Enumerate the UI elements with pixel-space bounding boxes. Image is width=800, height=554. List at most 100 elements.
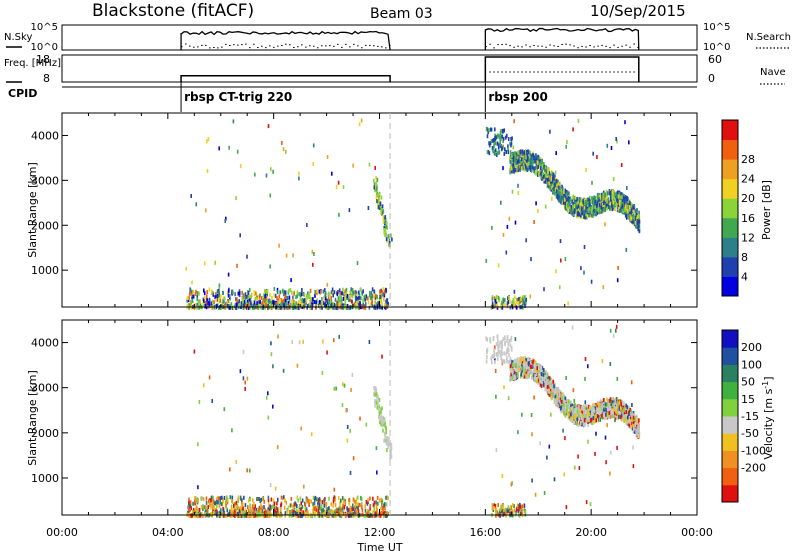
echo-mark [577,454,579,459]
echo-mark [188,295,190,300]
echo-mark [226,508,229,513]
echo-mark [216,511,218,516]
echo-mark [384,303,386,307]
echo-mark [191,280,193,285]
echo-mark [572,127,574,132]
echo-mark [529,153,531,158]
echo-mark [305,298,308,303]
echo-mark [566,197,568,202]
echo-mark [241,290,243,295]
echo-mark [625,197,628,202]
echo-mark [367,296,369,301]
echo-mark [573,200,576,205]
echo-mark [231,428,233,433]
echo-mark [355,296,357,300]
echo-mark [537,164,540,169]
echo-mark [387,301,389,306]
echo-mark [273,286,276,291]
echo-mark [259,498,261,503]
echo-mark [278,294,280,299]
echo-mark [268,511,271,515]
echo-mark [190,513,193,518]
echo-mark [364,504,367,509]
echo-mark [501,134,503,139]
echo-mark [343,383,346,388]
echo-mark [353,498,356,503]
echo-mark [193,349,196,354]
echo-mark [511,160,513,165]
echo-mark [588,213,591,218]
echo-mark [322,508,325,513]
echo-mark [349,305,352,310]
echo-mark [266,290,268,294]
echo-mark [306,305,308,310]
echo-mark [613,410,616,415]
echo-mark [295,295,297,300]
echo-mark [261,509,264,513]
echo-mark [576,205,578,210]
echo-mark [229,495,232,500]
echo-mark [374,297,376,302]
echo-mark [521,359,524,364]
echo-mark [211,503,214,508]
ytick-label-3: 4000 [31,129,59,142]
echo-mark [283,303,285,308]
echo-mark [624,213,627,218]
echo-mark [191,299,194,304]
echo-mark [345,291,348,296]
echo-mark [587,203,589,208]
echo-mark [379,506,382,511]
echo-mark [527,149,529,154]
echo-mark [502,508,505,513]
frequency-frame [61,54,698,83]
echo-mark [521,412,523,417]
echo-mark [572,194,575,199]
echo-mark [258,297,261,302]
echo-mark [223,407,226,412]
echo-mark [194,508,196,513]
echo-mark [302,339,304,344]
echo-mark [609,362,612,366]
echo-mark [380,210,382,215]
echo-mark [501,473,504,478]
echo-mark [375,398,378,403]
echo-mark [521,166,523,171]
echo-mark [309,305,311,310]
echo-mark [386,298,388,303]
echo-mark [524,154,527,159]
echo-mark [204,511,206,515]
echo-mark [376,199,379,204]
echo-mark [333,303,336,307]
echo-mark [297,498,299,503]
echo-mark [375,175,377,180]
echo-mark [388,238,391,243]
echo-mark [299,301,302,305]
echo-mark [243,300,246,304]
echo-mark [508,295,510,300]
echo-mark [573,398,576,403]
echo-mark [223,496,226,500]
echo-mark [274,293,277,298]
echo-mark [380,422,382,427]
echo-mark [535,171,537,176]
echo-mark [312,262,314,267]
echo-mark [281,305,283,310]
echo-mark [614,207,616,212]
echo-mark [265,510,267,515]
echo-mark [320,302,322,307]
echo-mark [234,502,236,507]
echo-mark [491,503,494,508]
echo-mark [286,295,288,300]
echo-mark [281,300,284,305]
echo-mark [291,303,293,307]
echo-mark [605,195,608,200]
echo-mark [532,153,534,158]
echo-mark [388,442,390,447]
echo-mark [318,497,321,502]
echo-mark [572,204,574,209]
echo-mark [582,200,585,205]
echo-mark [590,415,592,420]
echo-mark [333,487,336,492]
echo-mark [611,192,614,197]
echo-mark [570,204,573,209]
